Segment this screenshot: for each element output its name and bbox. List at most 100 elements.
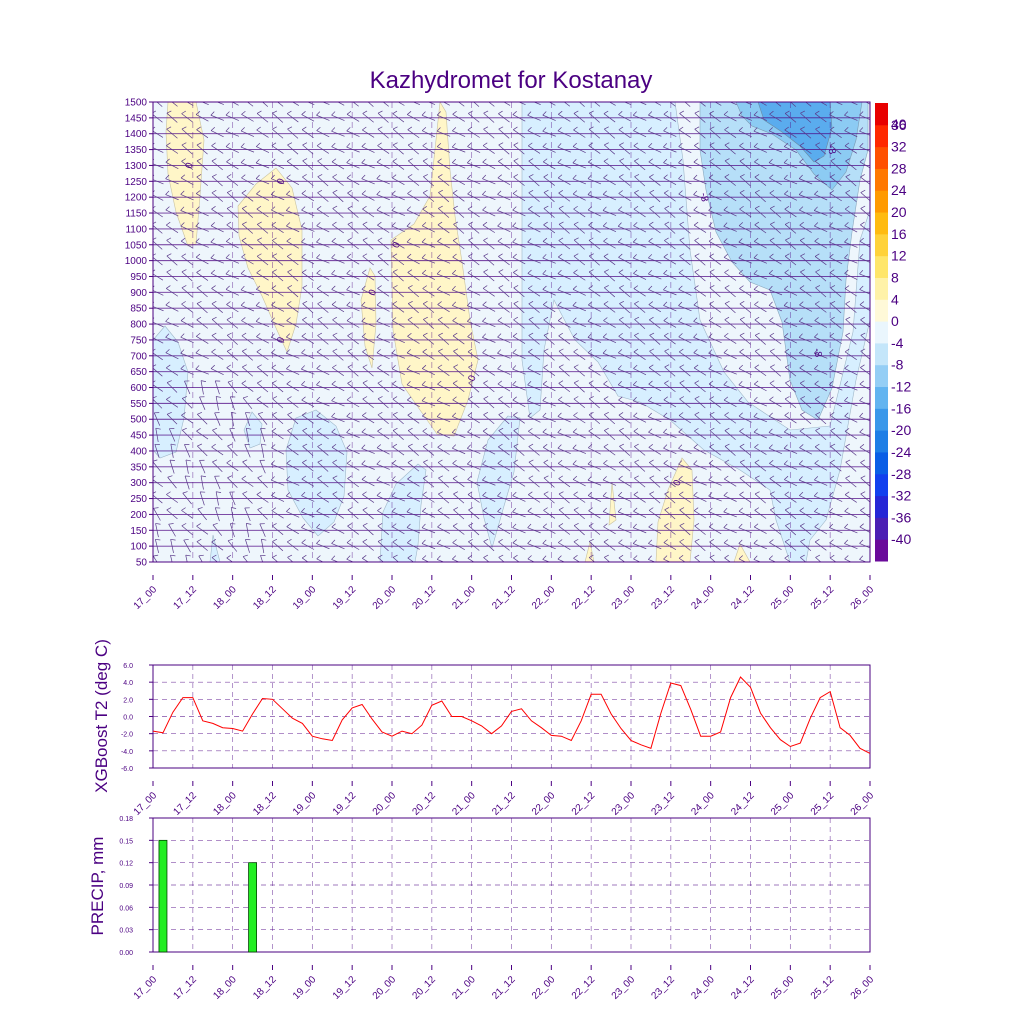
wind-barb [166, 509, 178, 520]
wind-barb-flag [663, 539, 668, 543]
wind-barb-flag [392, 443, 398, 448]
wind-barb [240, 305, 255, 312]
wind-barb [604, 430, 616, 440]
wind-barb [165, 337, 179, 343]
y-tick-label: 1250 [125, 177, 148, 188]
wind-barb [829, 226, 843, 232]
wind-barb-flag [587, 206, 592, 211]
wind-barb [406, 511, 421, 518]
x-tick-label: 17_12 [172, 790, 200, 818]
wind-barb-flag [376, 349, 381, 354]
wind-barb-flag [377, 507, 382, 511]
wind-barb [195, 241, 209, 248]
wind-barb-flag [859, 523, 864, 528]
wind-barb [301, 368, 315, 375]
wind-barb [452, 416, 466, 423]
wind-barb [467, 146, 481, 153]
wind-barb [226, 224, 239, 234]
wind-barb-flag [153, 554, 159, 557]
wind-barb [452, 558, 460, 562]
wind-barb-flag [483, 269, 489, 273]
wind-barb-flag [663, 253, 669, 258]
wind-barb [633, 415, 647, 423]
wind-barb-flag [860, 189, 866, 193]
wind-barb-flag [813, 492, 818, 497]
wind-barb-flag [482, 301, 487, 306]
wind-barb-flag [256, 205, 262, 210]
wind-barb-flag [452, 555, 457, 560]
wind-barb [376, 161, 390, 169]
x-tick-label: 22_00 [530, 790, 558, 818]
wind-barb-flag [649, 475, 655, 479]
wind-barb-flag [604, 285, 609, 289]
wind-barb [859, 289, 870, 295]
wind-barb-flag [271, 221, 277, 226]
wind-barb-flag [845, 174, 851, 177]
wind-barb-flag [558, 380, 564, 384]
wind-barb [573, 113, 586, 123]
wind-barb [723, 368, 737, 375]
wind-barb [286, 256, 299, 266]
wind-barb [542, 543, 556, 550]
wind-barb-flag [438, 348, 443, 352]
wind-barb [437, 383, 450, 392]
wind-barb [543, 335, 555, 345]
wind-barb [362, 382, 374, 393]
wind-barb-flag [527, 111, 532, 116]
wind-barb-flag [467, 348, 473, 353]
wind-barb-flag [694, 380, 700, 384]
wind-barb [361, 448, 375, 454]
wind-barb [815, 430, 827, 440]
wind-barb-flag [528, 491, 533, 496]
cross-section-x-axis: 17_00 17_12 18_00 18_12 19_00 19_12 20_00 20_12… [132, 575, 876, 612]
wind-barb [361, 305, 375, 312]
wind-barb-flag [467, 174, 471, 179]
wind-barb [287, 414, 299, 425]
wind-barb-flag [436, 270, 441, 275]
wind-barb-flag [257, 237, 262, 241]
wind-barb [407, 114, 420, 122]
wind-barb-flag [602, 333, 607, 338]
wind-barb [467, 162, 481, 169]
wind-barb [153, 555, 158, 562]
wind-barb [664, 192, 676, 202]
x-tick-label: 18_00 [211, 790, 239, 818]
wind-barb-flag [347, 237, 352, 241]
wind-barb-flag [844, 254, 849, 259]
wind-barb [618, 399, 631, 407]
wind-barb [633, 510, 647, 518]
wind-barb-flag [785, 237, 790, 241]
wind-barb-flag [347, 332, 352, 337]
wind-barb-flag [271, 206, 276, 211]
wind-barb [482, 194, 496, 201]
wind-barb [573, 272, 586, 281]
wind-barb [774, 102, 782, 107]
wind-barb-flag [316, 412, 321, 417]
wind-barb [214, 380, 220, 395]
colorbar-swatch [875, 364, 888, 388]
wind-barb-flag [709, 253, 714, 257]
y-tick-label: 900 [130, 288, 147, 299]
wind-barb-flag [739, 348, 744, 353]
wind-barb [211, 319, 223, 329]
wind-barb-flag [316, 428, 322, 432]
wind-barb [694, 430, 707, 440]
wind-barb [422, 160, 435, 171]
wind-barb-flag [227, 443, 233, 447]
wind-barb-flag [407, 96, 410, 100]
wind-barb [201, 102, 209, 106]
wind-barb [286, 526, 299, 535]
wind-barb-flag [664, 380, 669, 384]
wind-barb-flag [633, 555, 638, 560]
wind-barb [195, 226, 209, 232]
wind-barb-flag [227, 380, 233, 383]
wind-barb-flag [512, 475, 518, 480]
wind-barb [649, 208, 661, 218]
wind-barb-flag [694, 412, 700, 416]
wind-barb [468, 541, 480, 551]
wind-barb [543, 304, 556, 313]
wind-barb-flag [377, 110, 383, 114]
warm-region [584, 541, 595, 562]
wind-barb-flag [785, 221, 790, 225]
wind-barb-flag [678, 428, 683, 433]
